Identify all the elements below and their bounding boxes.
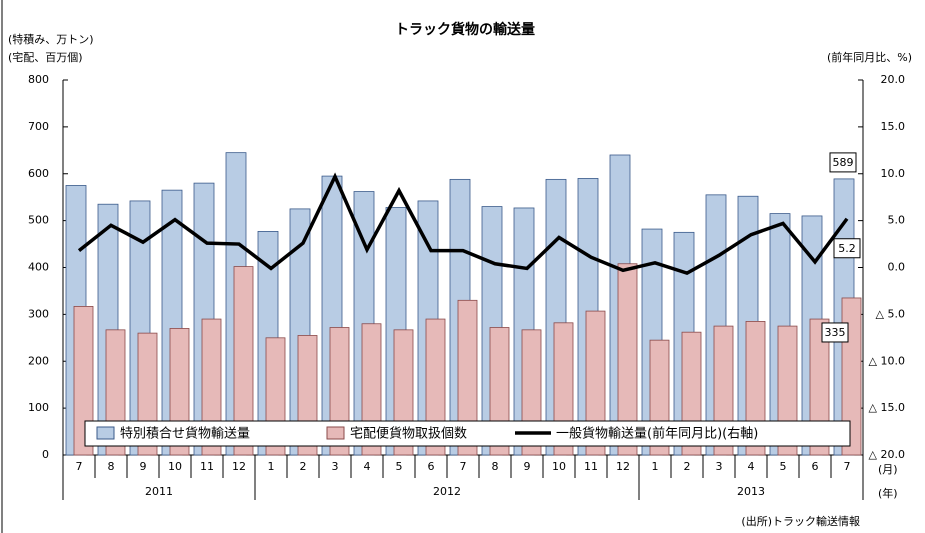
y2-tick-label: 0.0 [888,261,906,274]
data-label-box [833,238,861,259]
x-tick-label: 12 [232,460,246,473]
x-tick-label: 9 [140,460,147,473]
y2-axis-label: (前年同月比、%) [827,50,912,64]
y-tick-label: 600 [28,167,49,180]
legend-swatch [326,426,345,440]
x-tick-label: 11 [200,460,214,473]
bar [73,306,94,456]
y2-tick-label: △ 15.0 [869,401,905,414]
y-tick-label: 700 [28,120,49,133]
bar [233,266,254,456]
x-tick-label: 2 [684,460,691,473]
line-series [77,172,849,276]
bar [585,310,606,456]
x-tick-label: 12 [616,460,630,473]
legend-box [84,420,851,447]
y-tick-label: 100 [28,401,49,414]
y2-tick-label: △ 5.0 [876,307,905,320]
data-label-box [829,152,857,173]
y2-tick-label: △ 20.0 [869,448,905,461]
data-label: 589 [833,156,854,169]
legend-label: 宅配便貨物取扱個数 [350,426,467,442]
y-tick-label: 500 [28,214,49,227]
x-tick-label: 9 [524,460,531,473]
x-tick-label: 3 [332,460,339,473]
y-tick-label: 300 [28,307,49,320]
x-tick-label: 3 [716,460,723,473]
x-tick-label: 2 [300,460,307,473]
y-axis-label: (宅配、百万個) [8,50,83,64]
x-tick-label: 1 [652,460,659,473]
y-tick-label: 0 [42,448,49,461]
y2-tick-label: 10.0 [881,167,906,180]
data-label: 5.2 [838,242,856,255]
year-label: 2013 [737,485,765,498]
y2-tick-label: △ 10.0 [869,354,905,367]
legend-swatch [96,426,115,440]
x-tick-label: 5 [780,460,787,473]
year-label: 2012 [433,485,461,498]
y-tick-label: 400 [28,261,49,274]
year-label: 2011 [145,485,173,498]
x-unit-label: (月) [878,463,898,476]
legend-label: 一般貨物輸送量(前年同月比)(右軸) [556,426,758,442]
x-tick-label: 6 [812,460,819,473]
y-tick-label: 800 [28,73,49,86]
y2-tick-label: 20.0 [881,73,906,86]
x-tick-label: 10 [168,460,182,473]
chart-title: トラック貨物の輸送量 [395,21,535,38]
x-tick-label: 1 [268,460,275,473]
source-note: (出所)トラック輸送情報 [741,514,860,528]
bar [617,263,638,456]
x-tick-label: 10 [552,460,566,473]
y2-tick-label: 5.0 [888,214,906,227]
x-tick-label: 7 [76,460,83,473]
x-tick-label: 8 [492,460,499,473]
x-tick-label: 5 [396,460,403,473]
y2-tick-label: 15.0 [881,120,906,133]
x-tick-label: 8 [108,460,115,473]
y-tick-label: 200 [28,354,49,367]
x-tick-label: 4 [748,460,755,473]
year-unit-label: (年) [878,486,898,500]
x-tick-label: 11 [584,460,598,473]
x-tick-label: 7 [844,460,851,473]
bar [457,299,478,456]
x-tick-label: 6 [428,460,435,473]
data-label: 335 [825,326,846,339]
y-axis-label: (特積み、万トン) [8,32,94,46]
data-label-box [821,322,849,343]
x-tick-label: 7 [460,460,467,473]
x-tick-label: 4 [364,460,371,473]
legend-label: 特別積合せ貨物輸送量 [120,426,250,442]
